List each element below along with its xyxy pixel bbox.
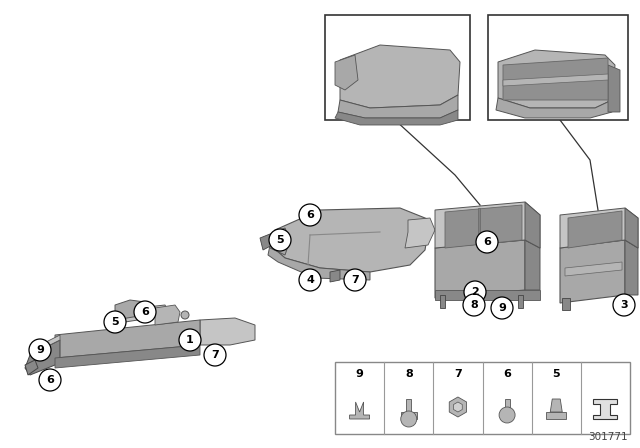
Bar xyxy=(335,362,630,434)
Circle shape xyxy=(499,407,515,423)
Polygon shape xyxy=(504,399,509,410)
Text: 1: 1 xyxy=(186,335,194,345)
Polygon shape xyxy=(25,360,38,375)
Polygon shape xyxy=(335,110,458,125)
Polygon shape xyxy=(200,318,255,345)
Polygon shape xyxy=(406,399,412,412)
Circle shape xyxy=(299,269,321,291)
Text: 5: 5 xyxy=(552,369,560,379)
Circle shape xyxy=(476,231,498,253)
Text: 6: 6 xyxy=(503,369,511,379)
Polygon shape xyxy=(525,240,540,290)
Text: 6: 6 xyxy=(141,307,149,317)
Text: 6: 6 xyxy=(306,210,314,220)
Polygon shape xyxy=(340,45,460,108)
Polygon shape xyxy=(401,412,417,419)
Polygon shape xyxy=(625,208,638,248)
Polygon shape xyxy=(498,50,615,108)
Polygon shape xyxy=(503,74,608,86)
Circle shape xyxy=(204,344,226,366)
Text: 5: 5 xyxy=(276,235,284,245)
Polygon shape xyxy=(454,402,462,412)
Circle shape xyxy=(134,301,156,323)
Bar xyxy=(488,15,628,120)
Circle shape xyxy=(181,311,189,319)
Circle shape xyxy=(464,281,486,303)
Polygon shape xyxy=(435,202,540,248)
Text: 6: 6 xyxy=(483,237,491,247)
Polygon shape xyxy=(547,412,566,419)
Polygon shape xyxy=(445,205,522,248)
Text: 9: 9 xyxy=(356,369,364,379)
Polygon shape xyxy=(560,240,625,303)
Polygon shape xyxy=(562,298,570,310)
Polygon shape xyxy=(25,340,60,375)
Polygon shape xyxy=(503,58,608,100)
Polygon shape xyxy=(30,335,60,355)
Polygon shape xyxy=(349,402,369,419)
Circle shape xyxy=(39,369,61,391)
Polygon shape xyxy=(115,300,145,320)
Polygon shape xyxy=(270,208,430,272)
Text: 301771: 301771 xyxy=(588,432,628,442)
Text: 8: 8 xyxy=(470,300,478,310)
Polygon shape xyxy=(405,218,435,248)
Polygon shape xyxy=(478,208,480,242)
Polygon shape xyxy=(55,345,200,368)
Text: 5: 5 xyxy=(111,317,119,327)
Bar xyxy=(325,15,470,120)
Polygon shape xyxy=(593,399,618,419)
Text: 9: 9 xyxy=(36,345,44,355)
Polygon shape xyxy=(560,208,638,248)
Circle shape xyxy=(269,229,291,251)
Circle shape xyxy=(463,294,485,316)
Polygon shape xyxy=(565,262,622,276)
Circle shape xyxy=(401,411,417,427)
Polygon shape xyxy=(335,55,358,90)
Circle shape xyxy=(299,204,321,226)
Text: 3: 3 xyxy=(620,300,628,310)
Polygon shape xyxy=(440,295,445,308)
Text: 2: 2 xyxy=(471,287,479,297)
Circle shape xyxy=(179,329,201,351)
Circle shape xyxy=(613,294,635,316)
Polygon shape xyxy=(260,232,278,250)
Polygon shape xyxy=(350,270,360,280)
Polygon shape xyxy=(625,240,638,295)
Polygon shape xyxy=(330,270,340,282)
Circle shape xyxy=(104,311,126,333)
Text: 7: 7 xyxy=(211,350,219,360)
Polygon shape xyxy=(155,305,180,325)
Polygon shape xyxy=(55,320,200,358)
Polygon shape xyxy=(115,305,170,322)
Polygon shape xyxy=(270,228,290,255)
Polygon shape xyxy=(268,245,370,280)
Polygon shape xyxy=(496,98,612,118)
Polygon shape xyxy=(608,65,620,112)
Polygon shape xyxy=(568,211,622,248)
Polygon shape xyxy=(550,399,563,412)
Circle shape xyxy=(491,297,513,319)
Text: 9: 9 xyxy=(498,303,506,313)
Polygon shape xyxy=(435,240,525,298)
Polygon shape xyxy=(449,397,467,417)
Polygon shape xyxy=(525,202,540,248)
Circle shape xyxy=(29,339,51,361)
Polygon shape xyxy=(338,95,458,118)
Text: 8: 8 xyxy=(405,369,413,379)
Text: 6: 6 xyxy=(46,375,54,385)
Text: 7: 7 xyxy=(454,369,462,379)
Text: 7: 7 xyxy=(351,275,359,285)
Polygon shape xyxy=(518,295,523,308)
Text: 4: 4 xyxy=(306,275,314,285)
Circle shape xyxy=(344,269,366,291)
Polygon shape xyxy=(435,290,540,300)
